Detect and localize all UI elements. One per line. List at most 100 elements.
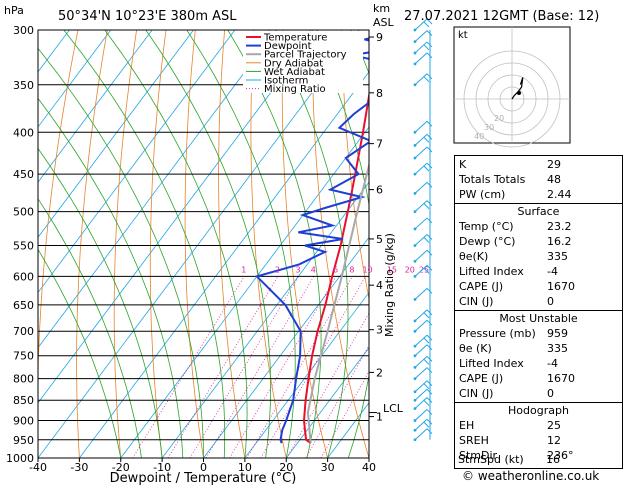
wind-barb-staff xyxy=(414,334,428,347)
hodograph-ring-label: 40 xyxy=(474,132,484,141)
x-tick-label: -10 xyxy=(153,461,171,474)
table-row: EH 25 xyxy=(459,418,618,433)
isotherm-line xyxy=(161,181,369,458)
hodograph-section-title: Hodograph xyxy=(508,404,569,417)
hodo-label: StmSpd (kt) xyxy=(458,453,524,466)
axes-labels: 1 2 3 4 6 8 10 15 20 2530035040045050055060065070… xyxy=(6,24,429,474)
wind-barb-flag xyxy=(423,400,430,406)
mixing-ratio-line xyxy=(246,276,353,458)
mixing-ratio-line xyxy=(286,312,369,458)
table-row: CIN (J) 0 xyxy=(459,294,618,309)
wind-barb-staff xyxy=(414,265,428,277)
legend-entry: Parcel Trajectory xyxy=(264,50,347,61)
mu-label: θe (K) xyxy=(459,342,492,355)
x-tick-label: 30 xyxy=(321,461,335,474)
hodo-label: EH xyxy=(459,419,475,432)
mixing-ratio-line xyxy=(229,276,337,458)
table-row: CAPE (J) 1670 xyxy=(459,371,618,386)
legend-entry: Mixing Ratio xyxy=(264,84,326,95)
mu-label: Lifted Index xyxy=(459,357,524,370)
dry-adiabat-line xyxy=(218,30,246,458)
pressure-tick-label: 1000 xyxy=(6,452,34,465)
x-tick-label: 40 xyxy=(362,461,376,474)
surface-value: 1670 xyxy=(547,280,575,293)
hodograph-ring-label: 30 xyxy=(484,123,494,132)
mu-label: CAPE (J) xyxy=(459,372,504,385)
table-row: θe (K) 335 xyxy=(459,341,618,356)
x-tick-label: -20 xyxy=(112,461,130,474)
wind-barb-staff xyxy=(414,200,428,212)
pressure-tick-label: 950 xyxy=(13,434,34,447)
lcl-label: LCL xyxy=(383,402,404,415)
wet-adiabat-line xyxy=(309,30,369,458)
wind-barb-staff xyxy=(414,41,428,54)
height-tick-label: 3 xyxy=(376,324,383,337)
series-line-parcel-trajectory xyxy=(306,161,369,444)
table-divider xyxy=(455,203,622,204)
stability-table: K 29 Totals Totals 48 PW (cm) 2.44 Surface … xyxy=(454,155,623,469)
pressure-tick-label: 550 xyxy=(13,239,34,252)
table-row: CIN (J) 0 xyxy=(459,386,618,401)
wind-barb-staff xyxy=(414,18,428,31)
isotherm-line xyxy=(38,30,153,183)
table-row: CAPE (J) 1670 xyxy=(459,279,618,294)
pressure-tick-label: 750 xyxy=(13,350,34,363)
surface-value: 16.2 xyxy=(547,235,572,248)
mixing-ratio-tick-label: 8 xyxy=(349,265,354,274)
pressure-tick-label: 650 xyxy=(13,299,34,312)
hodo-label: StmDir xyxy=(459,449,498,462)
mu-value: 335 xyxy=(547,342,568,355)
pressure-tick-label: 900 xyxy=(13,415,34,428)
credit-footer[interactable]: © weatheronline.co.uk xyxy=(462,469,600,483)
mixing-ratio-line xyxy=(320,370,369,458)
wind-barb-flag xyxy=(423,312,430,319)
height-tick-label: 1 xyxy=(376,411,383,424)
wind-barb-staff xyxy=(414,120,428,133)
wet-adiabat-line xyxy=(63,30,226,458)
legend-entry: Wet Adiabat xyxy=(264,67,325,78)
mixing-ratio-axis-label: Mixing Ratio (g/kg) xyxy=(383,233,396,337)
wind-barb-flag xyxy=(423,21,430,28)
wind-barb-flag xyxy=(423,383,430,390)
isotherm-line xyxy=(38,30,318,404)
wind-barb-staff xyxy=(414,367,428,380)
wind-barb-staff xyxy=(414,344,428,357)
hodograph-trace xyxy=(511,77,524,100)
mixing-ratio-line xyxy=(167,276,279,458)
x-axis-label: Dewpoint / Temperature (°C) xyxy=(110,471,297,486)
hodo-label: SREH xyxy=(459,434,489,447)
table-row: Totals Totals 48 xyxy=(459,172,618,187)
pressure-tick-label: 600 xyxy=(13,270,34,283)
wind-barb-flag xyxy=(423,44,430,51)
mixing-ratio-tick-label: 15 xyxy=(387,265,397,274)
table-row: StmSpd (kt) 16 xyxy=(458,452,618,467)
table-row: θe(K) 335 xyxy=(459,249,618,264)
wind-barb-staff xyxy=(414,146,428,159)
mu-label: Pressure (mb) xyxy=(459,327,536,340)
x-tick-label: -40 xyxy=(29,461,47,474)
wind-barb-flag xyxy=(423,268,430,274)
surface-label: Dewp (°C) xyxy=(459,235,516,248)
isotherm-line xyxy=(38,30,277,349)
height-tick-label: 8 xyxy=(376,87,383,100)
wind-barb-staff xyxy=(414,73,428,86)
table-row: Dewp (°C) 16.2 xyxy=(459,234,618,249)
table-row: SREH 12 xyxy=(459,433,618,448)
surface-value: 335 xyxy=(547,250,568,263)
wind-barb-staff xyxy=(414,133,428,146)
mixing-ratio-tick-label: 3 xyxy=(296,265,301,274)
wind-barb-flag xyxy=(423,137,430,143)
wind-barb-staff xyxy=(414,30,428,43)
wind-barb-staff xyxy=(414,217,428,230)
height-unit-top: km xyxy=(373,2,390,15)
datetime-title: 27.07.2021 12GMT (Base: 12) xyxy=(404,9,599,24)
wind-barb-flag xyxy=(423,421,430,428)
legend-entry: Dewpoint xyxy=(264,41,312,52)
isotherm-line xyxy=(244,291,369,458)
hodo-value: 25 xyxy=(547,419,561,432)
location-title: 50°34'N 10°23'E 380m ASL xyxy=(58,9,237,24)
table-divider xyxy=(455,402,622,403)
wind-barbs xyxy=(413,18,433,442)
table-row: StmDir 236° xyxy=(459,448,618,463)
pressure-tick-label: 500 xyxy=(13,206,34,219)
